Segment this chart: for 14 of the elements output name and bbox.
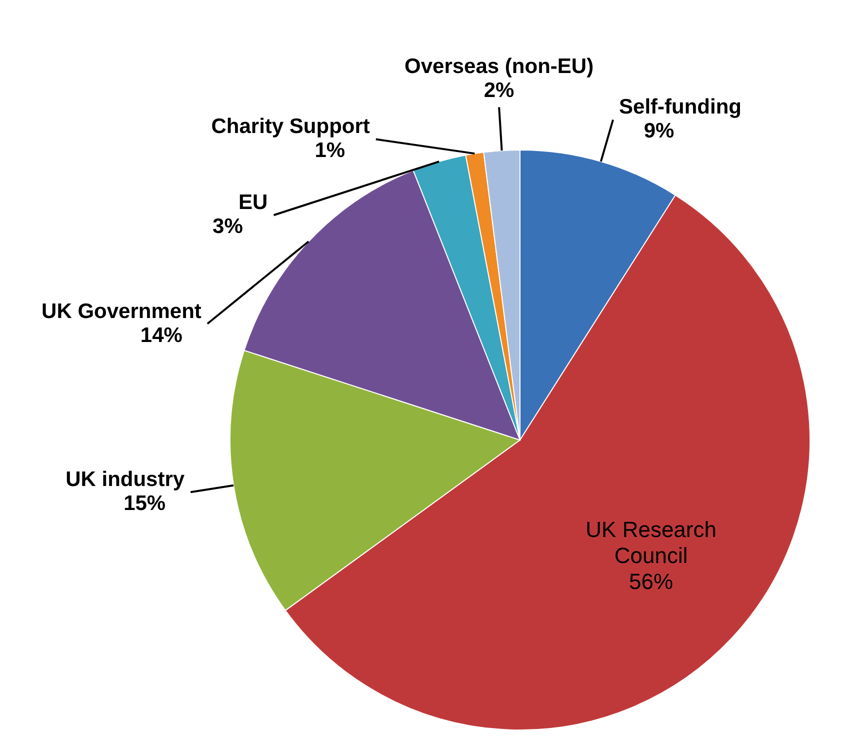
data-label: 14% <box>140 324 183 347</box>
data-label: 2% <box>484 79 515 102</box>
slice-label: UK industry <box>66 468 185 492</box>
data-label: 56% <box>629 569 674 594</box>
slice-label: EU <box>238 191 268 214</box>
data-label: 9% <box>644 120 675 143</box>
slice-label: Overseas (non-EU) <box>404 55 594 78</box>
slice-label: UK Research Council <box>586 517 716 568</box>
slice-label: Self-funding <box>619 96 742 119</box>
data-label: 1% <box>314 139 346 162</box>
slice-label: UK Government <box>42 300 202 323</box>
data-label: 3% <box>212 215 244 238</box>
slice-label: Charity Support <box>211 115 370 138</box>
data-label: 15% <box>124 492 166 516</box>
